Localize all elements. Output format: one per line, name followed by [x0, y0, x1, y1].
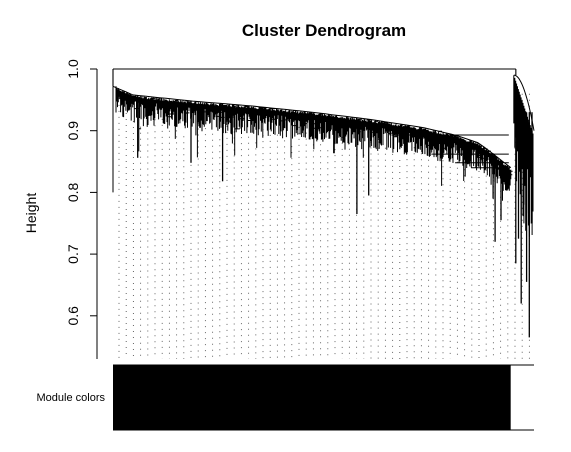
y-tick-label: 0.9 — [65, 121, 81, 141]
root-branch — [112, 68, 517, 87]
chart-title: Cluster Dendrogram — [242, 21, 406, 40]
y-tick-label: 1.0 — [65, 59, 81, 79]
leaf-guide-dots — [118, 93, 530, 359]
y-tick-label: 0.7 — [65, 244, 81, 264]
module-color-segment — [113, 365, 511, 430]
dendrogram-tree — [112, 68, 535, 338]
module-colors-label: Module colors — [37, 392, 106, 404]
y-tick-label: 0.8 — [65, 182, 81, 202]
main-cluster-branches — [112, 85, 513, 201]
y-axis: 0.6 0.7 0.8 0.9 1.0 — [65, 59, 98, 359]
y-axis-label: Height — [23, 193, 39, 234]
module-color-segment — [510, 365, 534, 430]
module-colors-bar — [113, 364, 534, 431]
y-tick-label: 0.6 — [65, 306, 81, 326]
